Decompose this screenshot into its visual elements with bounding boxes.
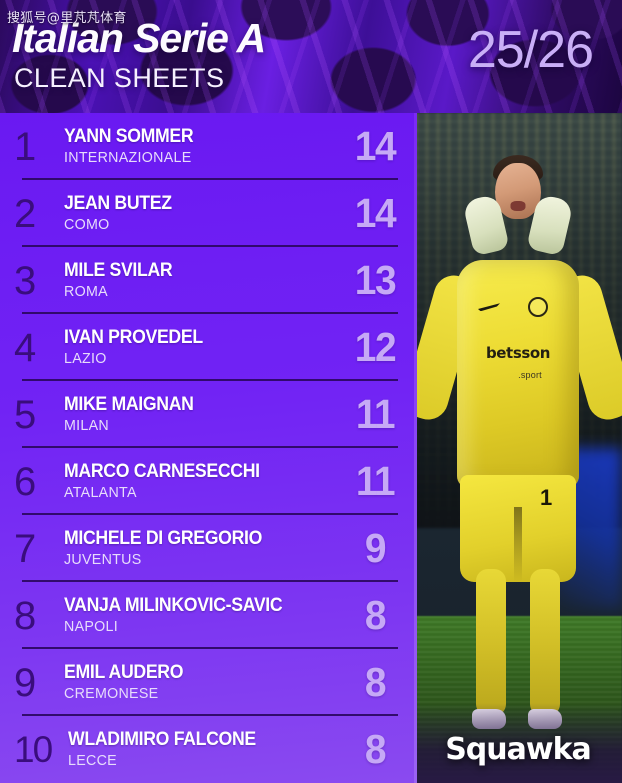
player-name: VANJA MILINKOVIC-SAVIC <box>64 594 283 616</box>
table-row[interactable]: 5 MIKE MAIGNAN MILAN 11 <box>0 381 414 448</box>
goalkeeper-figure: betsson .sport 1 <box>414 113 622 783</box>
team-name: LAZIO <box>64 349 107 367</box>
jersey-sponsor-text: betsson <box>485 344 551 363</box>
season-label: 25/26 <box>467 21 594 79</box>
rank-number: 5 <box>14 392 36 437</box>
player-info: MICHELE DI GREGORIO JUVENTUS <box>60 527 336 568</box>
team-name: ATALANTA <box>64 483 137 501</box>
table-row[interactable]: 9 EMIL AUDERO CREMONESE 8 <box>0 649 414 716</box>
player-name: JEAN BUTEZ <box>64 192 172 214</box>
goalkeeper-right-leg <box>530 568 560 716</box>
rank-number: 9 <box>14 660 36 705</box>
table-row[interactable]: 2 JEAN BUTEZ COMO 14 <box>0 180 414 247</box>
clean-sheet-count: 11 <box>355 391 396 437</box>
player-name: EMIL AUDERO <box>64 661 184 683</box>
player-info: VANJA MILINKOVIC-SAVIC NAPOLI <box>60 594 336 635</box>
table-row[interactable]: 8 VANJA MILINKOVIC-SAVIC NAPOLI 8 <box>0 582 414 649</box>
ranking-list: 1 YANN SOMMER INTERNAZIONALE 14 2 JEAN B… <box>0 113 414 783</box>
clean-sheet-count: 8 <box>364 592 387 638</box>
player-info: JEAN BUTEZ COMO <box>60 192 336 233</box>
player-info: MIKE MAIGNAN MILAN <box>60 393 336 434</box>
clean-sheet-count: 8 <box>364 726 387 772</box>
page-title: Italian Serie A <box>12 15 266 61</box>
goalkeeper-left-leg <box>476 568 506 716</box>
page-subtitle: CLEAN SHEETS <box>14 63 225 93</box>
clean-sheet-count: 12 <box>354 324 397 370</box>
team-name: LECCE <box>68 751 117 769</box>
player-name: MIKE MAIGNAN <box>64 393 194 415</box>
squawka-logo: Squawka <box>445 732 592 767</box>
clean-sheet-count: 13 <box>354 257 397 303</box>
club-crest-icon <box>528 297 548 318</box>
player-name: WLADIMIRO FALCONE <box>68 728 256 750</box>
team-name: COMO <box>64 215 110 233</box>
team-name: MILAN <box>64 416 109 434</box>
header-banner: 搜狐号@里芃芃体育 Italian Serie A CLEAN SHEETS 2… <box>0 0 622 114</box>
table-row[interactable]: 7 MICHELE DI GREGORIO JUVENTUS 9 <box>0 515 414 582</box>
player-name: YANN SOMMER <box>64 125 194 147</box>
player-name: MICHELE DI GREGORIO <box>64 527 263 549</box>
rank-number: 4 <box>14 325 36 370</box>
nike-swoosh-icon <box>478 303 500 312</box>
clean-sheet-count: 14 <box>354 123 397 169</box>
rank-number: 6 <box>14 459 36 504</box>
rank-number: 10 <box>14 729 53 770</box>
goalkeeper-shorts <box>460 474 576 582</box>
clean-sheet-count: 11 <box>355 458 396 504</box>
rank-number: 8 <box>14 593 36 638</box>
panel-divider <box>414 113 417 783</box>
rank-number: 2 <box>14 191 36 236</box>
rank-number: 3 <box>14 258 36 303</box>
table-row[interactable]: 6 MARCO CARNESECCHI ATALANTA 11 <box>0 448 414 515</box>
player-info: YANN SOMMER INTERNAZIONALE <box>60 125 336 166</box>
team-name: ROMA <box>64 282 108 300</box>
goalkeeper-mouth <box>510 201 526 212</box>
team-name: CREMONESE <box>64 684 159 702</box>
player-info: MILE SVILAR ROMA <box>60 259 336 300</box>
player-photo: betsson .sport 1 Squawka <box>414 113 622 783</box>
player-name: IVAN PROVEDEL <box>64 326 203 348</box>
player-info: WLADIMIRO FALCONE LECCE <box>64 728 336 769</box>
player-name: MILE SVILAR <box>64 259 173 281</box>
rank-number: 7 <box>14 526 36 571</box>
clean-sheet-count: 9 <box>364 525 387 571</box>
player-info: EMIL AUDERO CREMONESE <box>60 661 336 702</box>
team-name: NAPOLI <box>64 617 118 635</box>
table-row[interactable]: 4 IVAN PROVEDEL LAZIO 12 <box>0 314 414 381</box>
clean-sheet-count: 8 <box>364 659 387 705</box>
watermark-label: 搜狐号@里芃芃体育 <box>7 11 127 26</box>
jersey-sponsor-subtext: .sport <box>518 370 542 381</box>
photo-bottom-shade <box>414 702 622 783</box>
team-name: JUVENTUS <box>64 550 142 568</box>
table-row[interactable]: 3 MILE SVILAR ROMA 13 <box>0 247 414 314</box>
table-row[interactable]: 1 YANN SOMMER INTERNAZIONALE 14 <box>0 113 414 180</box>
player-info: MARCO CARNESECCHI ATALANTA <box>60 460 336 501</box>
player-name: MARCO CARNESECCHI <box>64 460 260 482</box>
table-row[interactable]: 10 WLADIMIRO FALCONE LECCE 8 <box>0 716 414 783</box>
clean-sheet-count: 14 <box>354 190 397 236</box>
goalkeeper-jersey <box>457 260 579 489</box>
rank-number: 1 <box>14 124 36 169</box>
team-name: INTERNAZIONALE <box>64 148 192 166</box>
player-info: IVAN PROVEDEL LAZIO <box>60 326 336 367</box>
shorts-number: 1 <box>540 484 553 510</box>
